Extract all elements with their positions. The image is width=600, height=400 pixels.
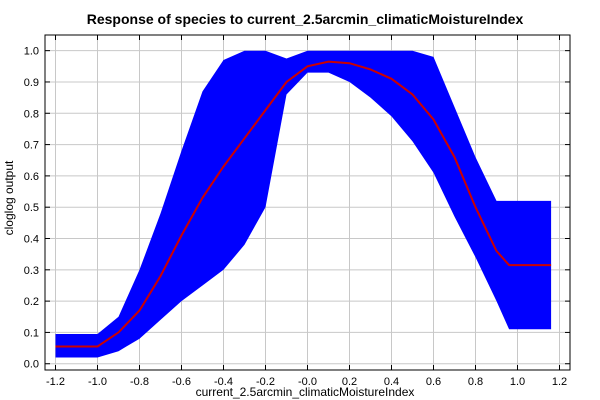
x-tick-label: -0.0 bbox=[298, 376, 317, 388]
plot-area bbox=[55, 50, 552, 358]
x-tick-label: -0.8 bbox=[130, 376, 149, 388]
x-tick-label: -1.2 bbox=[46, 376, 65, 388]
y-tick-label: 0.4 bbox=[24, 234, 39, 246]
x-axis-ticks: -1.2 -1.0 -0.8 -0.6 -0.4 -0.2 -0.0 0.2 0.4 0.6 0.8… bbox=[46, 35, 567, 388]
y-tick-label: 0.3 bbox=[24, 265, 39, 277]
y-axis-label: cloglog output bbox=[2, 160, 16, 235]
y-tick-label: 1.0 bbox=[24, 46, 39, 58]
y-tick-label: 0.6 bbox=[24, 171, 39, 183]
x-tick-label: -0.6 bbox=[172, 376, 191, 388]
x-tick-label: 0.8 bbox=[468, 376, 483, 388]
y-axis-ticks: 0.0 0.1 0.2 0.3 0.4 0.5 0.6 0.7 0.8 0.9 1.0 bbox=[24, 46, 570, 371]
mean-response-line bbox=[55, 60, 552, 348]
x-tick-label: 1.0 bbox=[510, 376, 525, 388]
x-tick-label: 0.6 bbox=[426, 376, 441, 388]
y-tick-label: 0.8 bbox=[24, 108, 39, 120]
chart-title: Response of species to current_2.5arcmin… bbox=[87, 11, 524, 27]
y-tick-label: 0.1 bbox=[24, 327, 39, 339]
x-tick-label: 1.2 bbox=[552, 376, 567, 388]
x-tick-label: -0.2 bbox=[256, 376, 275, 388]
y-tick-label: 0.9 bbox=[24, 77, 39, 89]
x-tick-label: 0.4 bbox=[384, 376, 399, 388]
y-tick-label: 0.7 bbox=[24, 140, 39, 152]
y-tick-label: 0.0 bbox=[24, 359, 39, 371]
confidence-band bbox=[55, 50, 552, 358]
y-tick-label: 0.5 bbox=[24, 202, 39, 214]
x-tick-label: 0.2 bbox=[342, 376, 357, 388]
x-axis-label: current_2.5arcmin_climaticMoistureIndex bbox=[196, 385, 415, 399]
x-tick-label: -0.4 bbox=[214, 376, 233, 388]
x-tick-label: -1.0 bbox=[88, 376, 107, 388]
y-tick-label: 0.2 bbox=[24, 296, 39, 308]
